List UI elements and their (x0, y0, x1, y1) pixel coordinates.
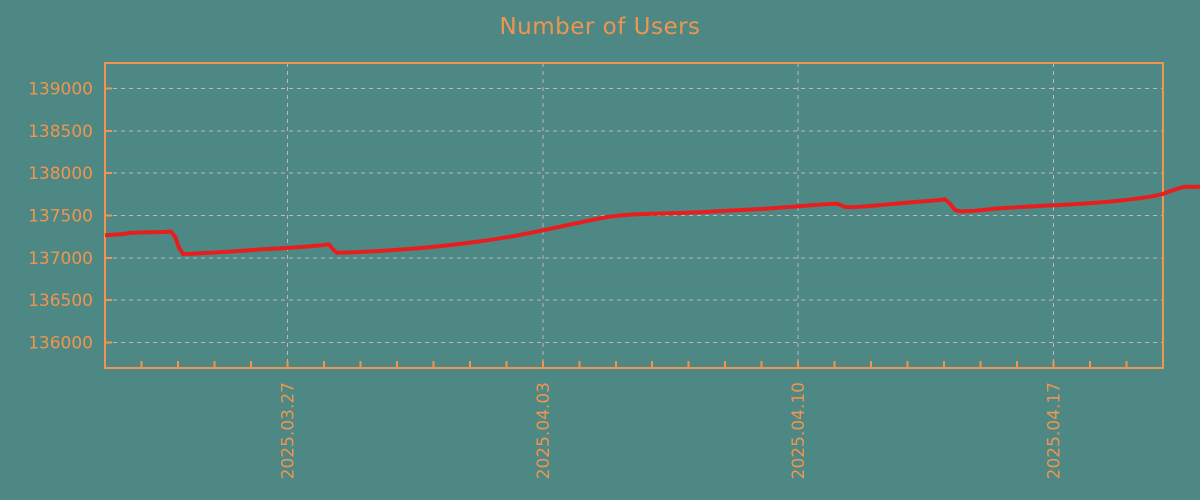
y-tick-label: 137000 (28, 249, 93, 269)
tick-mark-layer (104, 87, 1164, 368)
x-tick-label: 2025.04.17 (1045, 382, 1065, 479)
x-tick-label: 2025.04.10 (789, 382, 809, 479)
grid-layer (105, 63, 1163, 368)
data-series-layer (104, 184, 1200, 257)
y-tick-label: 138500 (28, 122, 93, 142)
data-line-number-of-users (104, 184, 1200, 257)
y-axis-labels: 136000 136500 137000 137500 138000 138500 1390… (28, 79, 93, 353)
y-tick-label: 136000 (28, 334, 93, 354)
y-tick-label: 138000 (28, 164, 93, 184)
x-tick-label: 2025.04.03 (534, 382, 554, 479)
x-tick-label: 2025.03.27 (278, 382, 298, 479)
y-tick-label: 137500 (28, 207, 93, 227)
chart-title: Number of Users (499, 14, 701, 40)
x-axis-labels: 2025.03.27 2025.04.03 2025.04.10 2025.04.17 (278, 382, 1064, 479)
y-tick-label: 139000 (28, 79, 93, 99)
y-tick-label: 136500 (28, 291, 93, 311)
